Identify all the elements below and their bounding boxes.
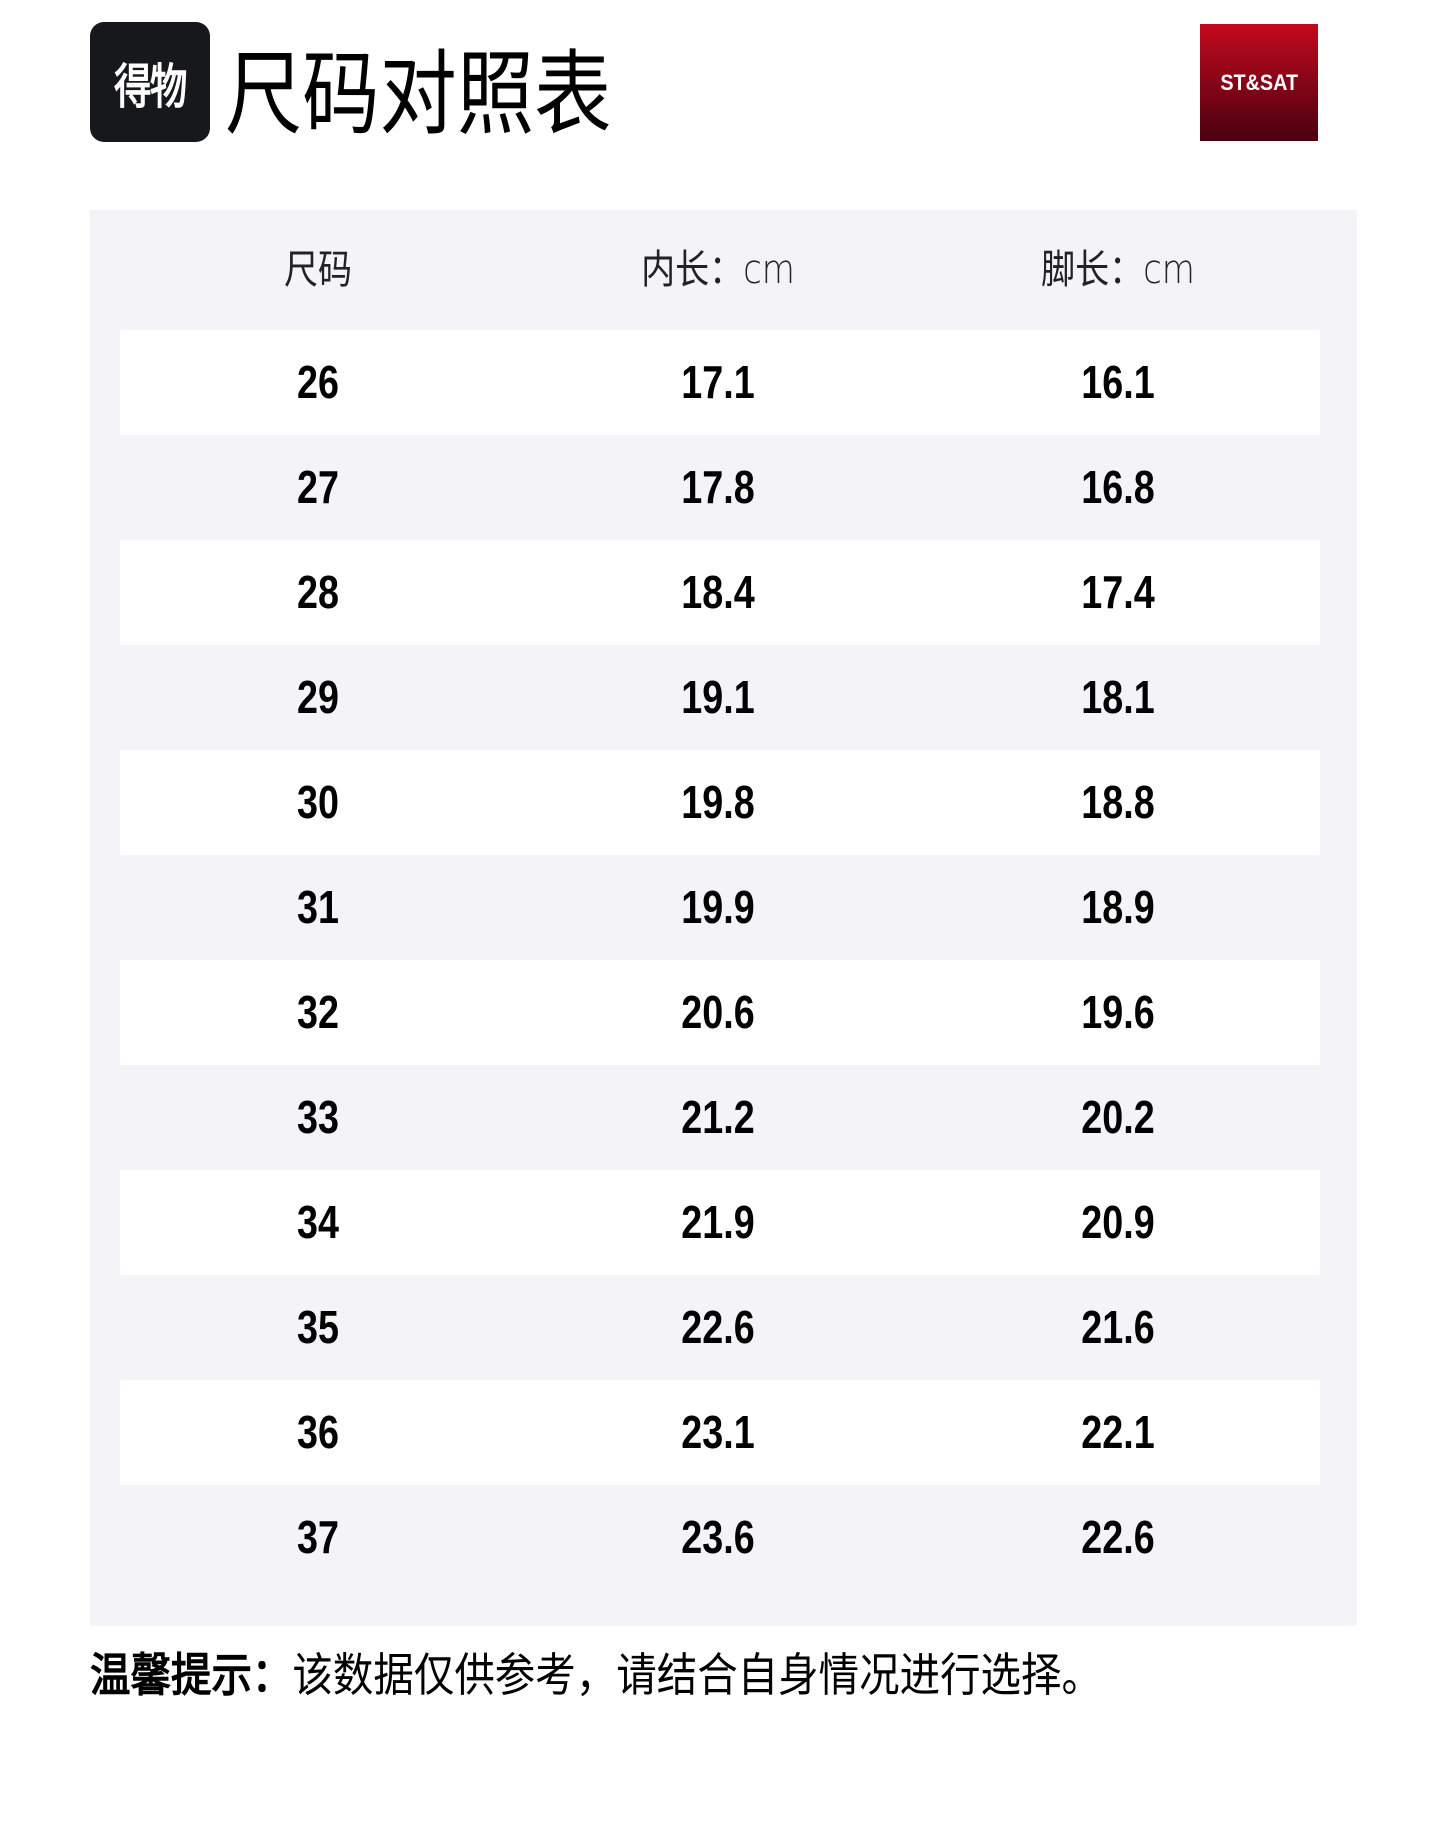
cell-inner-length: 18.4 bbox=[681, 566, 755, 618]
cell-size: 35 bbox=[297, 1301, 339, 1353]
cell-foot-length: 22.6 bbox=[1081, 1511, 1155, 1563]
table-header: 尺码 内长：cm 脚长：cm bbox=[90, 240, 1357, 300]
logo-text: 得物 bbox=[114, 59, 187, 115]
cell-inner-length: 23.1 bbox=[681, 1406, 755, 1458]
cell-size: 30 bbox=[297, 776, 339, 828]
table-row: 28 18.4 17.4 bbox=[120, 540, 1320, 645]
cell-foot-length: 18.1 bbox=[1081, 671, 1155, 723]
cell-inner-length: 22.6 bbox=[681, 1301, 755, 1353]
cell-foot-length: 17.4 bbox=[1081, 566, 1155, 618]
cell-size: 31 bbox=[297, 881, 339, 933]
table-row: 26 17.1 16.1 bbox=[120, 330, 1320, 435]
table-row: 36 23.1 22.1 bbox=[120, 1380, 1320, 1485]
cell-size: 36 bbox=[297, 1406, 339, 1458]
column-header-size: 尺码 bbox=[284, 247, 352, 293]
cell-foot-length: 22.1 bbox=[1081, 1406, 1155, 1458]
cell-inner-length: 21.2 bbox=[681, 1091, 755, 1143]
table-row: 37 23.6 22.6 bbox=[120, 1485, 1320, 1590]
cell-inner-length: 17.1 bbox=[681, 356, 755, 408]
table-row: 35 22.6 21.6 bbox=[120, 1275, 1320, 1380]
cell-foot-length: 16.8 bbox=[1081, 461, 1155, 513]
cell-inner-length: 23.6 bbox=[681, 1511, 755, 1563]
cell-inner-length: 17.8 bbox=[681, 461, 755, 513]
cell-size: 28 bbox=[297, 566, 339, 618]
cell-size: 27 bbox=[297, 461, 339, 513]
page-title: 尺码对照表 bbox=[225, 41, 612, 148]
dewu-logo: 得物 bbox=[90, 22, 210, 142]
cell-size: 32 bbox=[297, 986, 339, 1038]
brand-logo: ST&SAT bbox=[1200, 24, 1318, 141]
table-row: 34 21.9 20.9 bbox=[120, 1170, 1320, 1275]
cell-foot-length: 21.6 bbox=[1081, 1301, 1155, 1353]
table-row: 32 20.6 19.6 bbox=[120, 960, 1320, 1065]
column-header-inner-length: 内长：cm bbox=[641, 247, 795, 293]
cell-inner-length: 20.6 bbox=[681, 986, 755, 1038]
cell-foot-length: 16.1 bbox=[1081, 356, 1155, 408]
cell-foot-length: 18.8 bbox=[1081, 776, 1155, 828]
cell-size: 26 bbox=[297, 356, 339, 408]
cell-size: 33 bbox=[297, 1091, 339, 1143]
size-table: 尺码 内长：cm 脚长：cm 26 17.1 16.1 27 17.8 16.8 28 18.… bbox=[90, 210, 1357, 1626]
brand-logo-text: ST&SAT bbox=[1220, 69, 1298, 95]
table-row: 27 17.8 16.8 bbox=[120, 435, 1320, 540]
footnote: 温馨提示：该数据仅供参考，请结合自身情况进行选择。 bbox=[90, 1640, 1102, 1710]
cell-inner-length: 19.1 bbox=[681, 671, 755, 723]
cell-foot-length: 20.2 bbox=[1081, 1091, 1155, 1143]
table-row: 33 21.2 20.2 bbox=[120, 1065, 1320, 1170]
cell-foot-length: 18.9 bbox=[1081, 881, 1155, 933]
footnote-label: 温馨提示： bbox=[90, 1648, 293, 1702]
table-row: 31 19.9 18.9 bbox=[120, 855, 1320, 960]
cell-foot-length: 20.9 bbox=[1081, 1196, 1155, 1248]
cell-foot-length: 19.6 bbox=[1081, 986, 1155, 1038]
cell-inner-length: 19.9 bbox=[681, 881, 755, 933]
table-row: 29 19.1 18.1 bbox=[120, 645, 1320, 750]
column-header-foot-length: 脚长：cm bbox=[1041, 247, 1195, 293]
table-row: 30 19.8 18.8 bbox=[120, 750, 1320, 855]
footnote-text: 该数据仅供参考，请结合自身情况进行选择。 bbox=[292, 1648, 1102, 1702]
cell-size: 34 bbox=[297, 1196, 339, 1248]
cell-size: 29 bbox=[297, 671, 339, 723]
cell-size: 37 bbox=[297, 1511, 339, 1563]
cell-inner-length: 19.8 bbox=[681, 776, 755, 828]
cell-inner-length: 21.9 bbox=[681, 1196, 755, 1248]
